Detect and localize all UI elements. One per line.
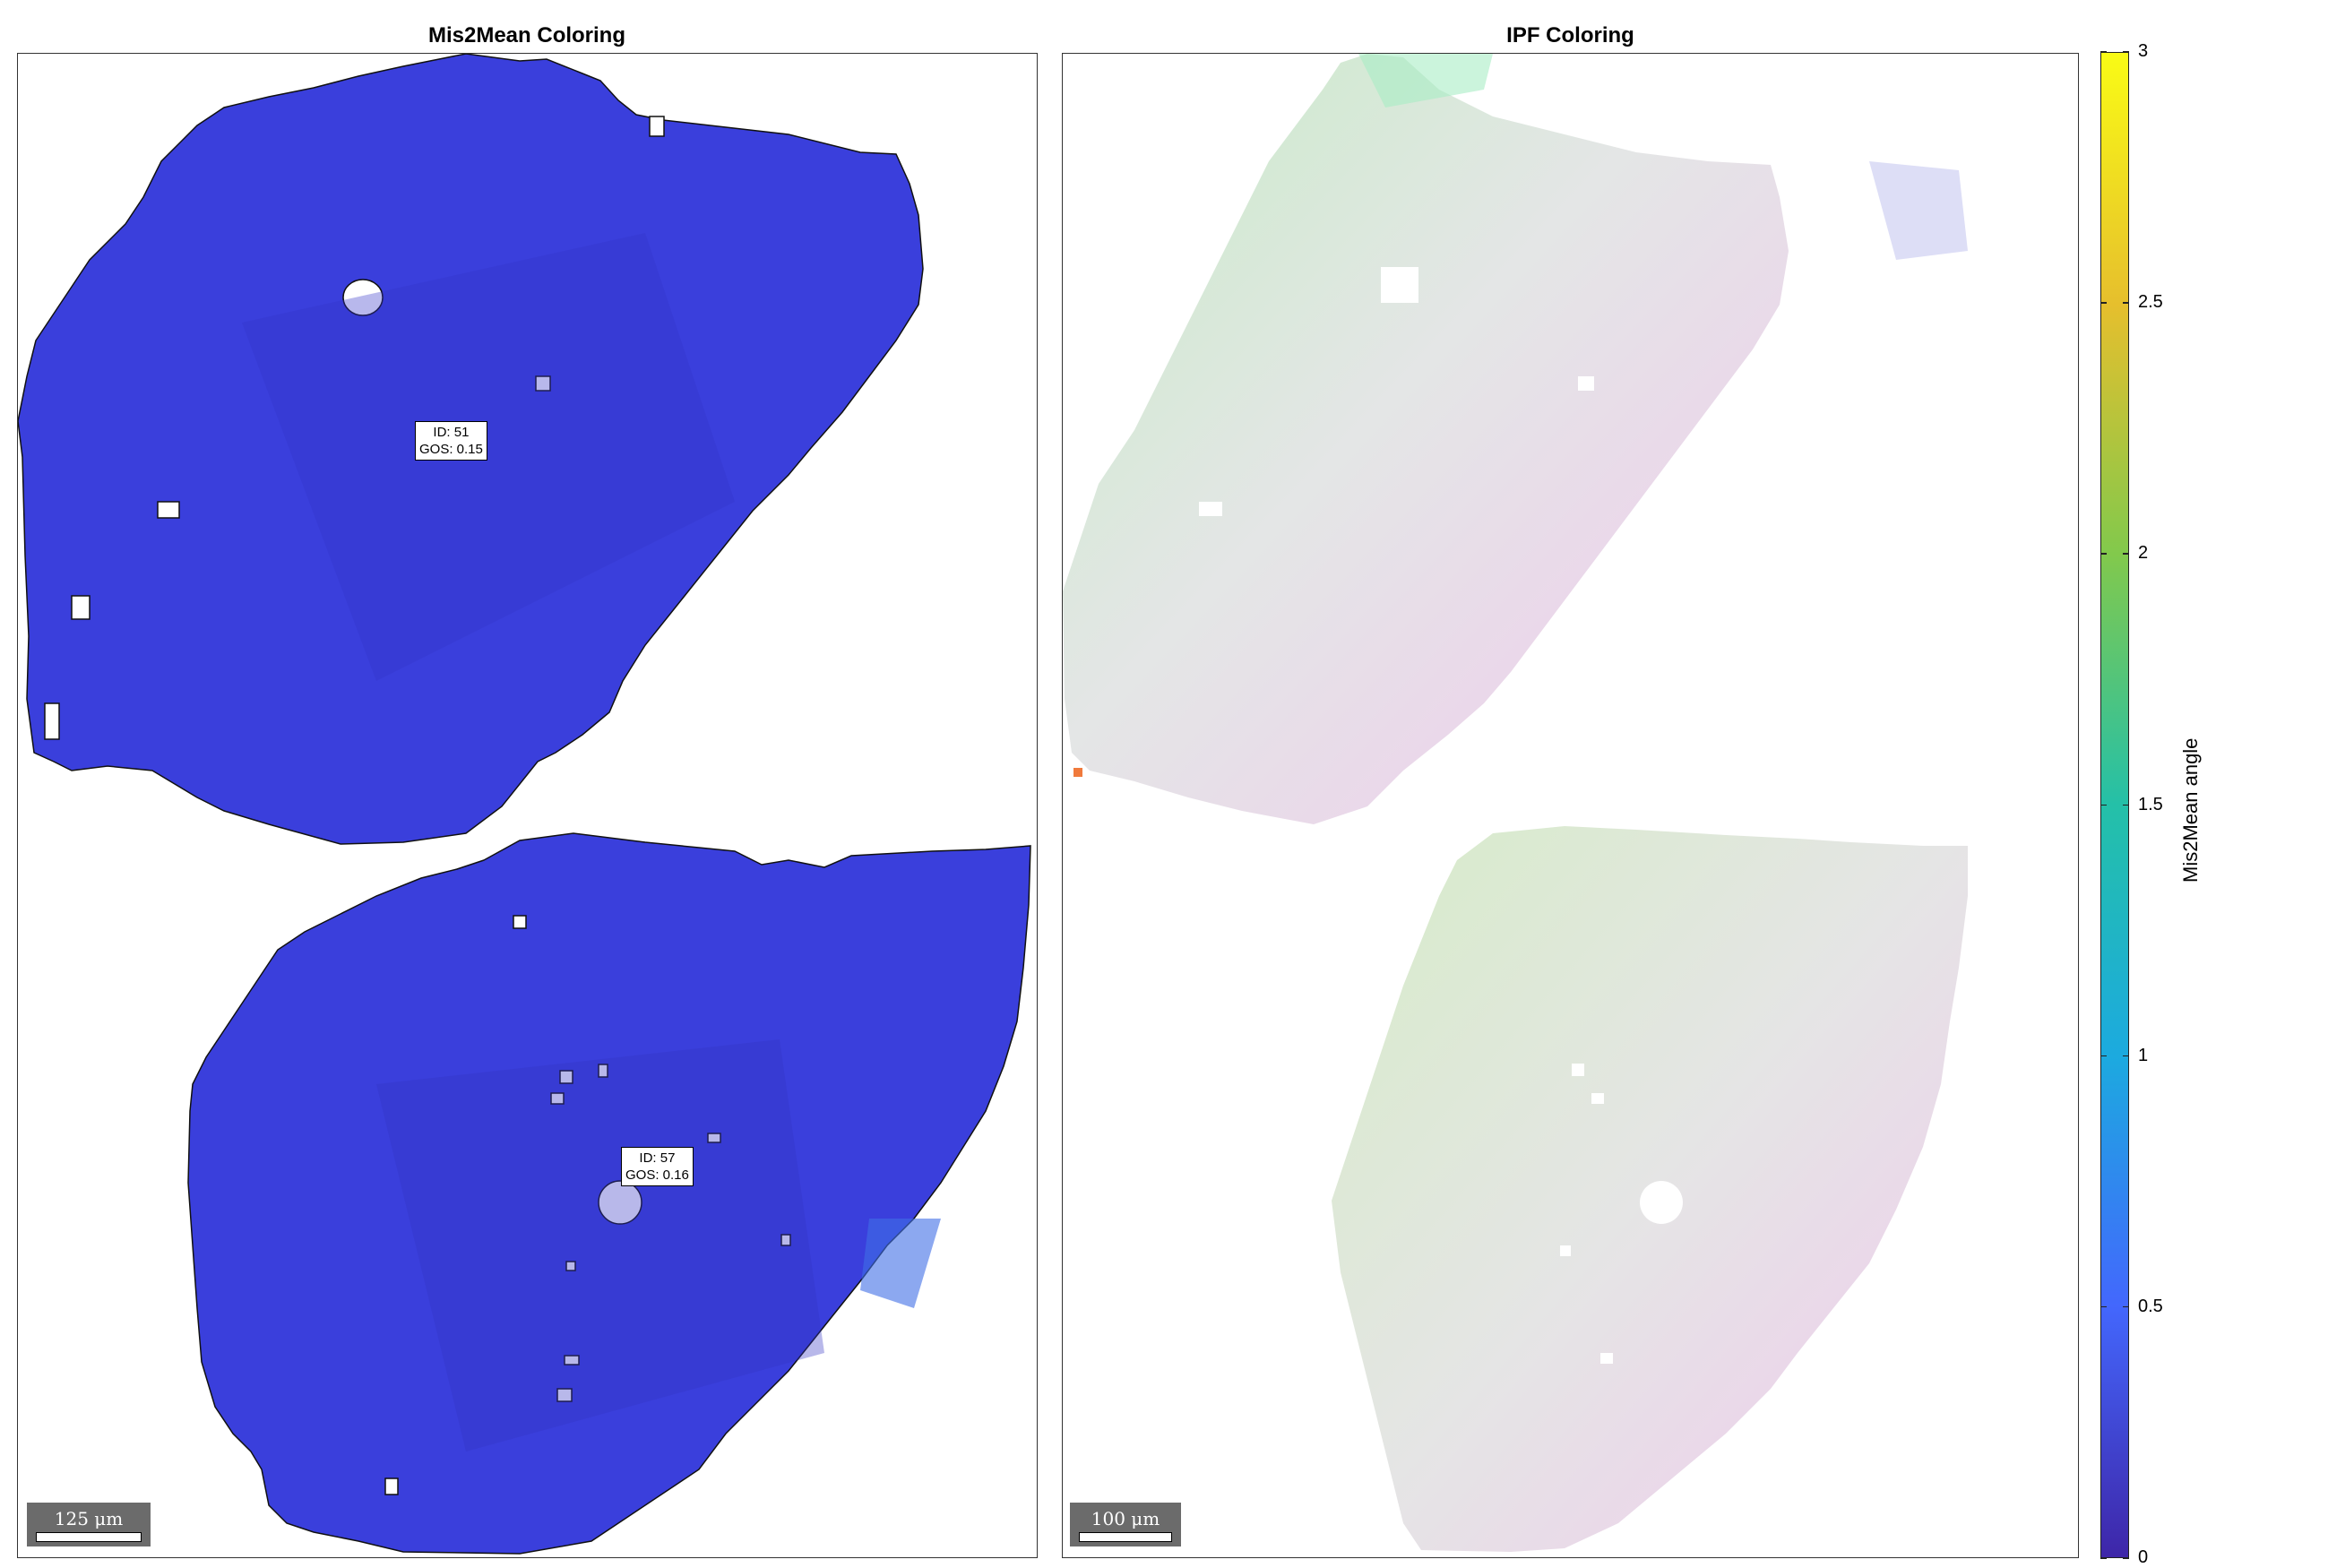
grain-51-gos: GOS: 0.15 [419, 442, 483, 457]
colorbar-tick-mark [2123, 302, 2129, 304]
left-map-holes [44, 116, 791, 1495]
right-scalebar: 100 μm [1070, 1503, 1181, 1546]
colorbar-tick-label: 2 [2138, 543, 2149, 564]
grain-51-id: ID: 51 [433, 425, 470, 440]
left-grain-map [18, 54, 1031, 1555]
right-map-holes [1199, 267, 1683, 1364]
colorbar-tick-mark [2100, 1557, 2107, 1559]
colorbar-tick-label: 0 [2138, 1547, 2149, 1567]
colorbar-tick-mark [2123, 553, 2129, 555]
colorbar-tick-mark [2100, 51, 2107, 53]
colorbar-tick-mark [2123, 1305, 2129, 1308]
ipf-grain-upper [1063, 54, 1789, 824]
right-scalebar-bar [1079, 1532, 1172, 1542]
ipf-outlier-pixel [1073, 768, 1082, 777]
grain-label-51: ID: 51 GOS: 0.15 [415, 421, 487, 461]
colorbar-tick-label: 1 [2138, 1045, 2149, 1065]
colorbar-tick-mark [2100, 1055, 2107, 1057]
grain-57-gos: GOS: 0.16 [625, 1167, 689, 1183]
colorbar-tick-label: 3 [2138, 41, 2149, 61]
colorbar-tick-mark [2100, 553, 2107, 555]
colorbar-tick-mark [2123, 51, 2129, 53]
left-scalebar-label: 125 μm [54, 1508, 124, 1529]
left-map-highlight [860, 1219, 941, 1308]
colorbar-tick-label: 0.5 [2138, 1296, 2163, 1316]
right-scalebar-label: 100 μm [1091, 1508, 1160, 1529]
right-panel-title: IPF Coloring [1506, 23, 1634, 47]
left-map-axes: ID: 51 GOS: 0.15 ID: 57 GOS: 0.16 125 μm [17, 53, 1038, 1558]
left-map-shade [242, 233, 735, 681]
ipf-cyan-patch [1358, 54, 1493, 108]
colorbar-tick-mark [2100, 302, 2107, 304]
left-panel-title: Mis2Mean Coloring [427, 23, 626, 47]
colorbar-tick-mark [2100, 1305, 2107, 1308]
ipf-lavender-patch [1869, 161, 1968, 260]
right-map-axes: 100 μm [1062, 53, 2079, 1558]
grain-label-57: ID: 57 GOS: 0.16 [621, 1147, 694, 1186]
colorbar-tick-label: 1.5 [2138, 794, 2163, 814]
right-ipf-map [1063, 54, 1968, 1552]
colorbar-tick-mark [2123, 804, 2129, 806]
colorbar-tick-mark [2123, 1055, 2129, 1057]
left-scalebar: 125 μm [27, 1503, 151, 1546]
colorbar-label: Mis2Mean angle [2179, 737, 2202, 883]
colorbar-tick-label: 2.5 [2138, 292, 2163, 313]
colorbar-tick-mark [2100, 804, 2107, 806]
left-scalebar-bar [36, 1532, 142, 1542]
grain-57-id: ID: 57 [639, 1150, 676, 1166]
colorbar-tick-mark [2123, 1557, 2129, 1559]
left-map-shade-2 [376, 1039, 824, 1452]
